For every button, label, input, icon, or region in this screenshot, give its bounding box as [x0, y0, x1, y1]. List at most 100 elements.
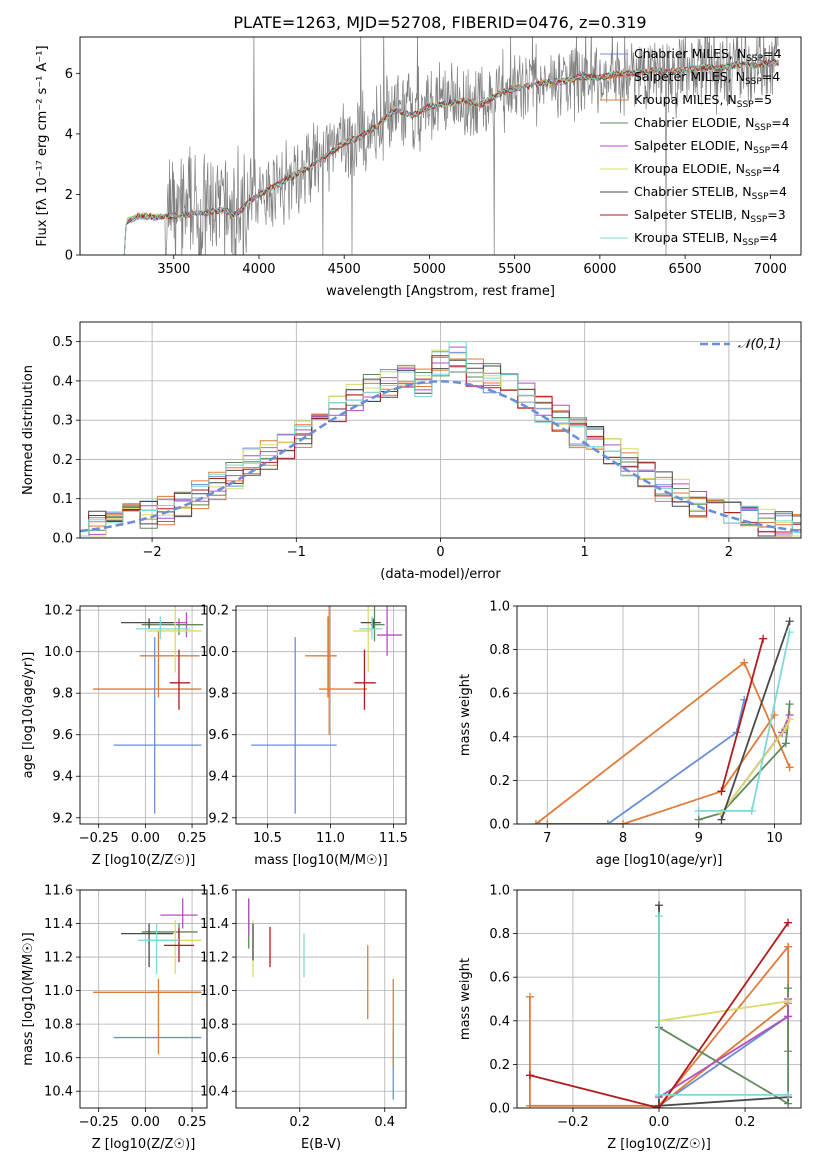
- model-spectrum-line: [122, 59, 779, 255]
- weight-marker: [784, 984, 793, 993]
- weight-marker: [717, 787, 726, 796]
- plot-area-mass-vs-z: [93, 898, 202, 1055]
- y-tick-label: 9.4: [208, 770, 229, 785]
- x-axis-label: E(B-V): [301, 1137, 341, 1152]
- model-spectrum-line: [122, 58, 780, 255]
- y-tick-label: 11.0: [44, 984, 73, 999]
- x-axis-label: mass [log10(M/M☉)]: [254, 853, 387, 868]
- x-tick-label: 9: [695, 831, 703, 846]
- legend-entry: Kroupa STELIB, NSSP=4: [634, 230, 778, 248]
- y-tick-label: 0: [65, 249, 73, 264]
- x-tick-label: 5500: [498, 262, 531, 277]
- legend-entry: Chabrier STELIB, NSSP=4: [634, 184, 787, 202]
- x-tick-label: 0.2: [735, 1115, 756, 1130]
- panel-spectrum: 3500 4000 4500 5000 5500 6000 6500 7000 0 2 4 6 wave…: [35, 36, 802, 299]
- x-axis-label: Z [log10(Z/Z☉)]: [92, 853, 196, 868]
- weight-marker: [785, 628, 794, 637]
- x-tick-label: 0.25: [178, 831, 207, 846]
- x-axis-label: wavelength [Angstrom, rest frame]: [326, 284, 555, 299]
- x-tick-label: 4500: [328, 262, 361, 277]
- y-axis-label: mass weight: [458, 958, 473, 1040]
- legend-entry: Chabrier ELODIE, NSSP=4: [634, 115, 790, 133]
- y-tick-label: 1.0: [489, 600, 510, 615]
- x-axis-label: Z [log10(Z/Z☉)]: [92, 1137, 196, 1152]
- weight-series-line: [539, 699, 746, 824]
- axes-frame: [235, 605, 407, 825]
- legend-entry: Salpeter MILES, NSSP=4: [634, 69, 780, 87]
- weight-series-line: [529, 922, 789, 1108]
- histogram-series: [80, 363, 801, 537]
- panel-mass-vs-z: −0.25 0.00 0.25 10.4 10.6 10.8 11.0 11.2 11.4 11.…: [21, 884, 208, 1152]
- axes-frame: [79, 321, 802, 539]
- y-tick-label: 11.2: [200, 951, 229, 966]
- plot-area-age-vs-z: [93, 606, 204, 814]
- x-axis-label: age [log10(age/yr)]: [596, 853, 723, 868]
- x-tick-label: 0.00: [131, 831, 160, 846]
- y-tick-label: 0.2: [52, 453, 73, 468]
- weight-marker: [784, 997, 793, 1006]
- x-tick-label: 1: [581, 545, 589, 560]
- legend-entry: Kroupa MILES, NSSP=5: [634, 92, 772, 110]
- x-axis-label: (data-model)/error: [380, 567, 501, 582]
- y-tick-label: 0.8: [489, 643, 510, 658]
- y-tick-label: 9.4: [52, 770, 73, 785]
- axes-frame: [516, 605, 802, 825]
- y-axis-label: age [log10(age/yr)]: [21, 652, 36, 779]
- x-tick-label: 10.5: [253, 831, 282, 846]
- y-tick-label: 2: [65, 188, 73, 203]
- y-axis-label: mass weight: [458, 674, 473, 756]
- weight-marker: [543, 820, 552, 824]
- y-tick-label: 9.2: [208, 811, 229, 826]
- weight-marker: [784, 942, 793, 951]
- y-axis-label: Normed distribution: [21, 365, 36, 495]
- histogram-series: [80, 359, 801, 537]
- y-tick-label: 11.0: [200, 984, 229, 999]
- y-tick-label: 11.2: [44, 951, 73, 966]
- y-tick-label: 6: [65, 67, 73, 82]
- x-tick-label: 11.0: [316, 831, 345, 846]
- weight-marker: [784, 1012, 793, 1021]
- weight-marker: [655, 1104, 663, 1108]
- x-tick-label: 11.5: [379, 831, 408, 846]
- weight-marker: [525, 992, 534, 1001]
- y-tick-label: 0.8: [489, 927, 510, 942]
- weight-marker: [785, 763, 794, 772]
- weight-series-line: [698, 704, 791, 821]
- figure-title: PLATE=1263, MJD=52708, FIBERID=0476, z=0…: [233, 13, 646, 32]
- axes-frame: [79, 605, 208, 825]
- x-tick-label: 8: [619, 831, 627, 846]
- y-tick-label: 10.4: [44, 1085, 73, 1100]
- weight-marker: [740, 658, 749, 667]
- y-tick-label: 0.4: [489, 730, 510, 745]
- weight-series-line: [658, 905, 789, 1107]
- model-spectrum-line: [122, 59, 779, 255]
- x-tick-label: 0.25: [178, 1115, 207, 1130]
- y-tick-label: 11.6: [200, 884, 229, 899]
- y-tick-label: 9.8: [52, 687, 73, 702]
- x-tick-label: 7: [543, 831, 551, 846]
- panel-residual-hist: −2 −1 0 1 2 0.0 0.1 0.2 0.3 0.4 0.5 (data-model)/er…: [21, 321, 802, 582]
- weight-series-line: [535, 661, 791, 824]
- y-tick-label: 10.0: [200, 645, 229, 660]
- axes-frame: [79, 889, 208, 1109]
- plot-area-massweight-vs-z: [525, 901, 793, 1108]
- weight-marker: [781, 739, 790, 748]
- axes-frame: [516, 889, 802, 1109]
- x-tick-label: 3500: [157, 262, 190, 277]
- model-spectrum-line: [122, 59, 780, 255]
- histogram-series: [80, 346, 801, 537]
- weight-series-line: [547, 714, 776, 824]
- weight-series-line: [720, 719, 791, 814]
- weight-series-line: [658, 1000, 789, 1022]
- weight-series-line: [658, 916, 789, 1096]
- y-tick-label: 0.5: [52, 335, 73, 350]
- x-tick-label: 0.2: [289, 1115, 310, 1130]
- x-tick-label: 6000: [583, 262, 616, 277]
- x-tick-label: −0.2: [557, 1115, 589, 1130]
- x-tick-label: 0.4: [374, 1115, 395, 1130]
- y-axis-label: Flux [fλ 10⁻¹⁷ erg cm⁻² s⁻¹ A⁻¹]: [35, 45, 50, 246]
- weight-series-line: [658, 944, 789, 1107]
- legend-entry: Chabrier MILES, NSSP=4: [634, 46, 782, 64]
- x-tick-label: −0.25: [79, 831, 119, 846]
- x-tick-label: −0.25: [79, 1115, 119, 1130]
